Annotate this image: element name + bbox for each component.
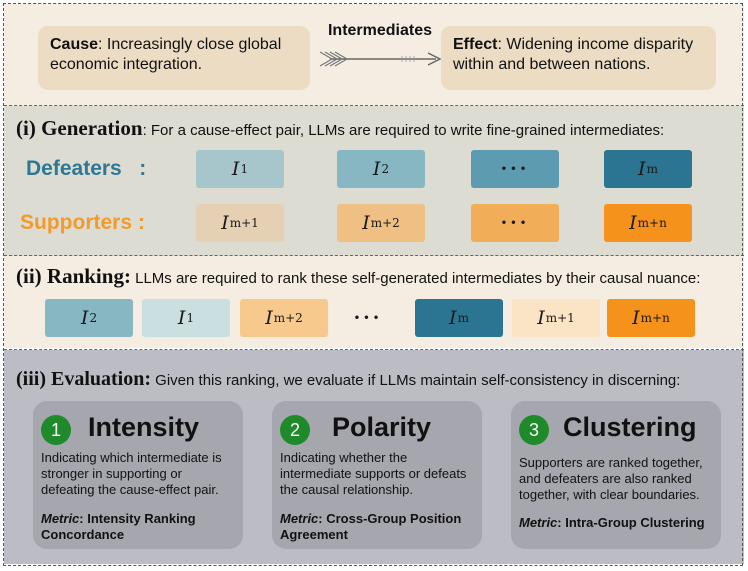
intermediate-symbol: I: [362, 212, 370, 234]
divider: [4, 349, 744, 350]
intermediate-symbol: I: [372, 158, 381, 180]
metric-label: Metric: [519, 515, 558, 530]
card-description: Indicating which intermediate is stronge…: [41, 450, 222, 497]
ranking-title: (ii) Ranking: LLMs are required to rank …: [16, 264, 700, 289]
number-badge: 3: [519, 415, 549, 445]
intermediate-subscript: 2: [381, 162, 390, 176]
metric-text: : Cross-Group Position Agreement: [280, 511, 462, 542]
ellipsis-text: ···: [353, 307, 383, 329]
intensity-card: 1 Intensity Indicating which intermediat…: [33, 401, 243, 549]
intermediate-subscript: m+1: [229, 216, 259, 230]
intermediate-subscript: m+1: [545, 311, 575, 325]
supporters-label: Supporters :: [20, 211, 145, 234]
clustering-card: 3 Clustering Supporters are ranked toget…: [511, 401, 721, 549]
cause-box: Cause: Increasingly close global economi…: [38, 26, 310, 90]
card-title: Polarity: [332, 412, 432, 442]
arrow-icon: [319, 51, 442, 67]
effect-box: Effect: Widening income disparity within…: [441, 26, 716, 90]
ellipsis-text: ···: [500, 158, 530, 180]
card-metric: Metric: Cross-Group Position Agreement: [280, 511, 476, 543]
intermediate-symbol: I: [638, 158, 646, 180]
divider: [4, 105, 744, 106]
evaluation-heading: (iii) Evaluation:: [16, 368, 152, 390]
intermediate-subscript: m+2: [273, 311, 303, 325]
card-title: Clustering: [563, 412, 697, 442]
card-description: Indicating whether the intermediate supp…: [280, 450, 467, 497]
card-title: Intensity: [88, 412, 200, 442]
metric-label: Metric: [280, 511, 319, 526]
generation-heading: (i) Generation: [16, 116, 143, 140]
intermediate-subscript: 1: [240, 162, 249, 176]
ellipsis-chip: ···: [324, 299, 412, 337]
intermediate-symbol: I: [80, 307, 89, 329]
ellipsis-text: ···: [500, 212, 530, 234]
intermediate-subscript: m+2: [370, 216, 400, 230]
generation-title: (i) Generation: For a cause-effect pair,…: [16, 116, 664, 141]
intermediate-subscript: 1: [186, 311, 195, 325]
metric-text: : Intensity Ranking Concordance: [41, 511, 196, 542]
card-description: Supporters are ranked together, and defe…: [519, 455, 703, 502]
metric-label: Metric: [41, 511, 80, 526]
intermediates-label: Intermediates: [327, 22, 433, 39]
divider: [4, 255, 744, 256]
effect-text: : Widening income disparity within and b…: [453, 36, 694, 73]
intermediate-symbol: I: [265, 307, 273, 329]
intermediate-subscript: m: [646, 162, 658, 176]
number-badge: 2: [280, 415, 310, 445]
intermediate-subscript: 2: [89, 311, 98, 325]
evaluation-text: Given this ranking, we evaluate if LLMs …: [151, 372, 681, 389]
generation-text: : For a cause-effect pair, LLMs are requ…: [142, 122, 665, 139]
intermediate-symbol: I: [449, 307, 457, 329]
defeaters-label: Defeaters :: [26, 157, 147, 180]
evaluation-title: (iii) Evaluation: Given this ranking, we…: [16, 368, 680, 391]
cause-text: : Increasingly close global economic int…: [50, 36, 282, 73]
intermediate-symbol: I: [629, 212, 637, 234]
intermediate-subscript: m+n: [637, 216, 667, 230]
dashed-frame: [3, 3, 743, 566]
intermediate-symbol: I: [231, 158, 240, 180]
intermediate-symbol: I: [632, 307, 640, 329]
card-metric: Metric: Intra-Group Clustering: [519, 515, 715, 531]
intermediate-symbol: I: [177, 307, 186, 329]
cause-label: Cause: [50, 36, 99, 53]
ellipsis-chip: ···: [471, 150, 559, 188]
intermediate-subscript: m+n: [640, 311, 670, 325]
ranking-text: LLMs are required to rank these self-gen…: [130, 270, 701, 287]
intermediate-symbol: I: [221, 212, 229, 234]
intermediate-symbol: I: [537, 307, 545, 329]
metric-text: : Intra-Group Clustering: [557, 515, 705, 530]
ellipsis-chip: ···: [471, 204, 559, 242]
polarity-card: 2 Polarity Indicating whether the interm…: [272, 401, 482, 549]
ranking-heading: (ii) Ranking:: [16, 264, 131, 288]
card-metric: Metric: Intensity Ranking Concordance: [41, 511, 237, 543]
number-badge: 1: [41, 415, 71, 445]
effect-label: Effect: [453, 36, 498, 53]
intermediate-subscript: m: [457, 311, 469, 325]
